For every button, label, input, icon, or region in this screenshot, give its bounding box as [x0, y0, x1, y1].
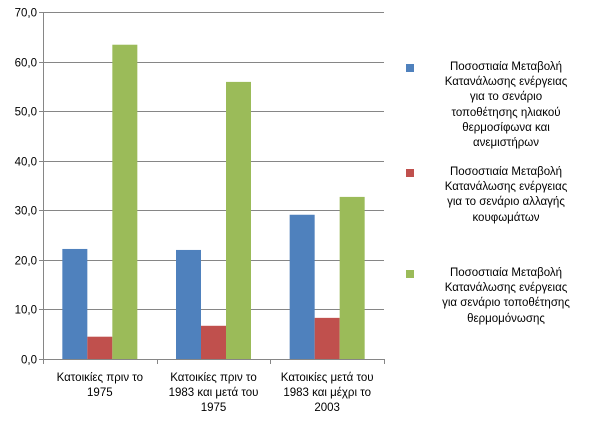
bar-series-2: [201, 325, 226, 359]
x-category-label: Κατοικίες μετά του: [281, 372, 374, 384]
bar-series-2: [87, 336, 113, 359]
x-category-label: 1975: [201, 402, 227, 414]
x-category-label: Κατοικίες πριν το: [170, 372, 256, 384]
y-tick-label: 0,0: [21, 355, 37, 367]
bar-series-1: [176, 249, 201, 359]
bar-series-3: [112, 44, 138, 360]
legend-swatch: [406, 169, 414, 177]
x-category-label: 1983 και μετά του: [169, 387, 259, 399]
legend-label: Ποσοστιαία Μεταβολή Κατανάλωσης ενέργειας…: [442, 267, 570, 325]
y-tick-label: 20,0: [15, 256, 37, 268]
bar-series-1: [62, 248, 88, 359]
y-tick-label: 60,0: [15, 58, 37, 70]
y-tick-label: 50,0: [15, 107, 37, 119]
y-tick-label: 30,0: [15, 206, 37, 218]
y-tick-label: 10,0: [15, 305, 37, 317]
bar-series-3: [339, 196, 365, 359]
x-category-label: 1975: [87, 387, 113, 399]
bar-series-1: [289, 214, 315, 359]
y-tick-label: 40,0: [15, 157, 37, 169]
bar-series-2: [314, 317, 340, 359]
bar-series-3: [226, 81, 251, 359]
x-category-label: Κατοικίες πριν το: [57, 372, 143, 384]
legend-swatch: [406, 64, 414, 72]
legend-label: Ποσοστιαία Μεταβολή Κατανάλωσης ενέργειας…: [444, 61, 568, 150]
y-tick-label: 70,0: [15, 8, 37, 20]
legend-label: Ποσοστιαία Μεταβολή Κατανάλωσης ενέργειας…: [444, 166, 568, 224]
legend-swatch: [406, 270, 414, 278]
x-category-label: 2003: [314, 402, 340, 414]
x-category-label: 1983 και μέχρι το: [283, 387, 371, 399]
